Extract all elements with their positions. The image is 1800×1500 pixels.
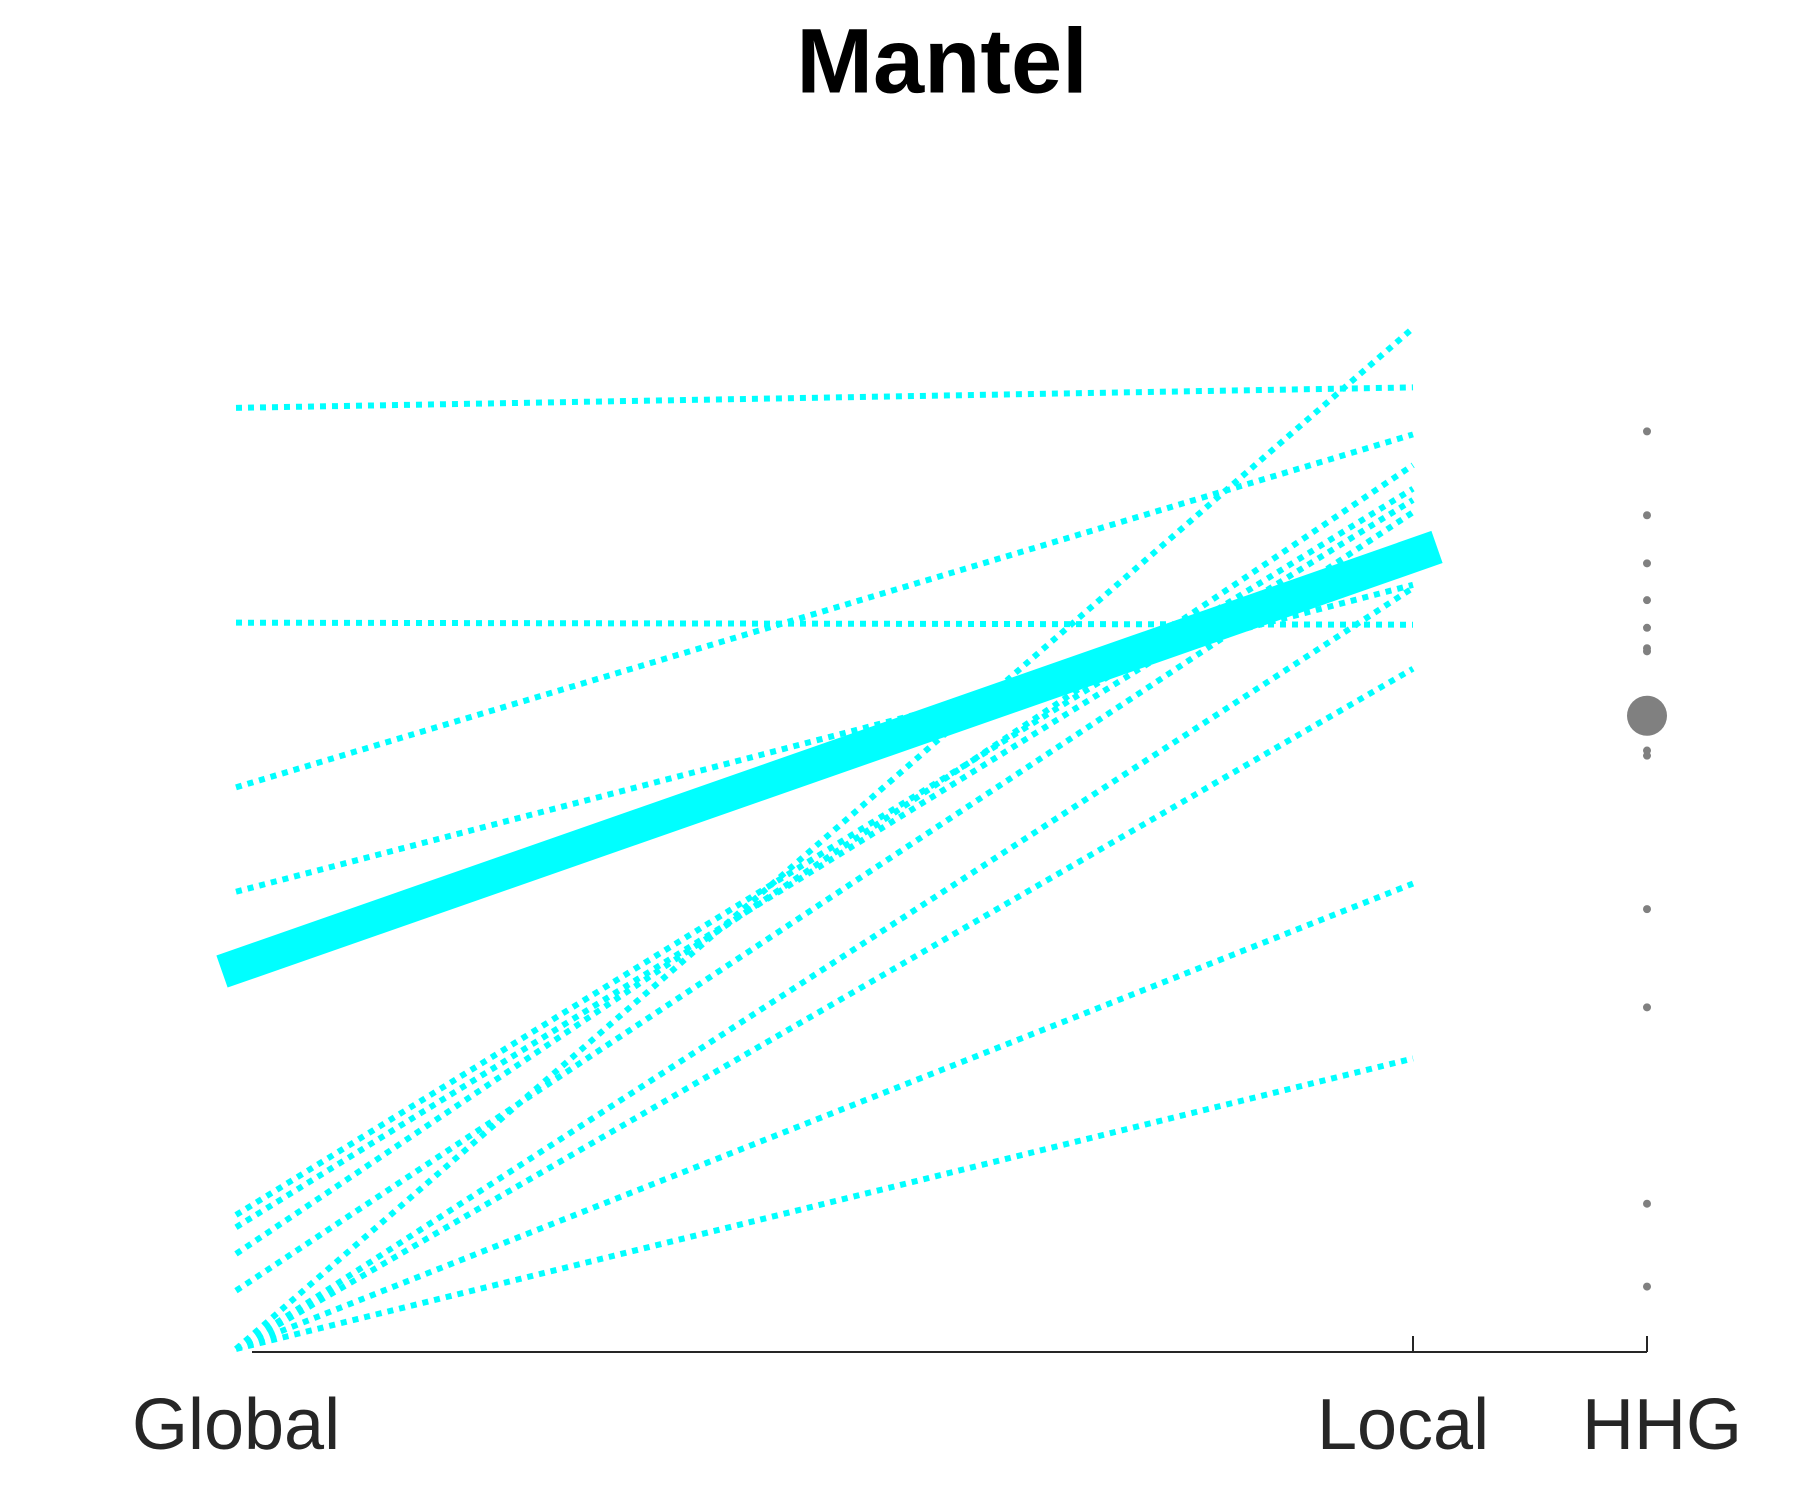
hhg-point — [1643, 647, 1651, 656]
hhg-point — [1643, 511, 1651, 520]
dotted-line — [235, 619, 1414, 628]
hhg-point — [1643, 596, 1651, 605]
dotted-line — [234, 486, 1415, 1218]
mean-line — [216, 530, 1443, 988]
hhg-point — [1643, 905, 1651, 914]
dotted-line — [235, 1055, 1414, 1352]
dotted-line — [235, 431, 1414, 791]
dotted-line — [235, 384, 1414, 411]
hhg-point — [1643, 623, 1651, 632]
dotted-line — [234, 325, 1415, 1352]
hhg-point — [1643, 1282, 1651, 1291]
dotted-line — [234, 666, 1415, 1352]
hhg-point — [1643, 1003, 1651, 1012]
chart-title: Mantel — [796, 10, 1087, 112]
hhg-point — [1643, 1199, 1651, 1208]
x-tick-label: Global — [132, 1385, 340, 1465]
x-tick-label: HHG — [1582, 1385, 1742, 1465]
hhg-point — [1643, 559, 1651, 568]
hhg-point — [1643, 427, 1651, 436]
dotted-line — [234, 585, 1415, 1352]
hhg-mean — [1627, 695, 1667, 736]
dotted-line — [234, 462, 1415, 1257]
hhg-point — [1643, 751, 1651, 760]
x-tick-label: Local — [1317, 1385, 1489, 1465]
